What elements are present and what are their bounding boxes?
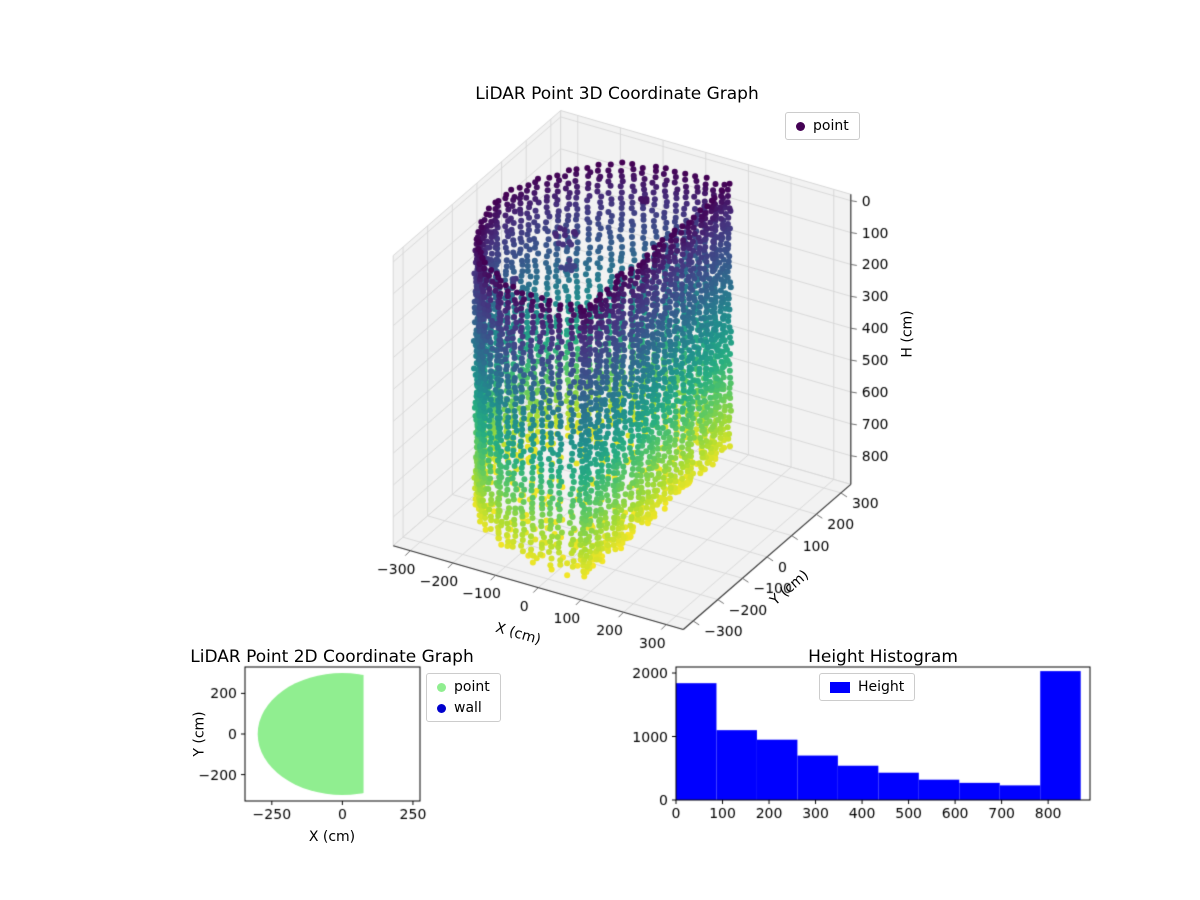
point-legend-marker-icon (437, 682, 446, 692)
plot2d-legend: point wall (426, 673, 501, 722)
plot2d-ylabel: Y (cm) (191, 711, 208, 757)
plot3d-legend: point (785, 112, 860, 140)
plot2d-title: LiDAR Point 2D Coordinate Graph (190, 647, 474, 667)
plot3d-zlabel: H (cm) (899, 310, 916, 358)
legend-entry-label: point (813, 118, 849, 134)
histogram-title: Height Histogram (808, 647, 958, 667)
height-legend-marker-icon (830, 681, 850, 693)
legend-entry-height: Height (830, 679, 904, 695)
legend-entry-point: point (796, 118, 849, 134)
plot2d-xlabel: X (cm) (308, 829, 356, 845)
legend-entry-point: point (437, 679, 490, 695)
histogram-legend: Height (819, 673, 916, 701)
legend-entry-label: Height (858, 679, 905, 695)
point-legend-marker-icon (796, 121, 805, 131)
legend-entry-wall: wall (437, 700, 490, 716)
legend-entry-label: point (454, 679, 490, 695)
legend-entry-label: wall (454, 700, 482, 716)
plot3d-title: LiDAR Point 3D Coordinate Graph (475, 84, 759, 104)
wall-legend-marker-icon (437, 703, 446, 713)
